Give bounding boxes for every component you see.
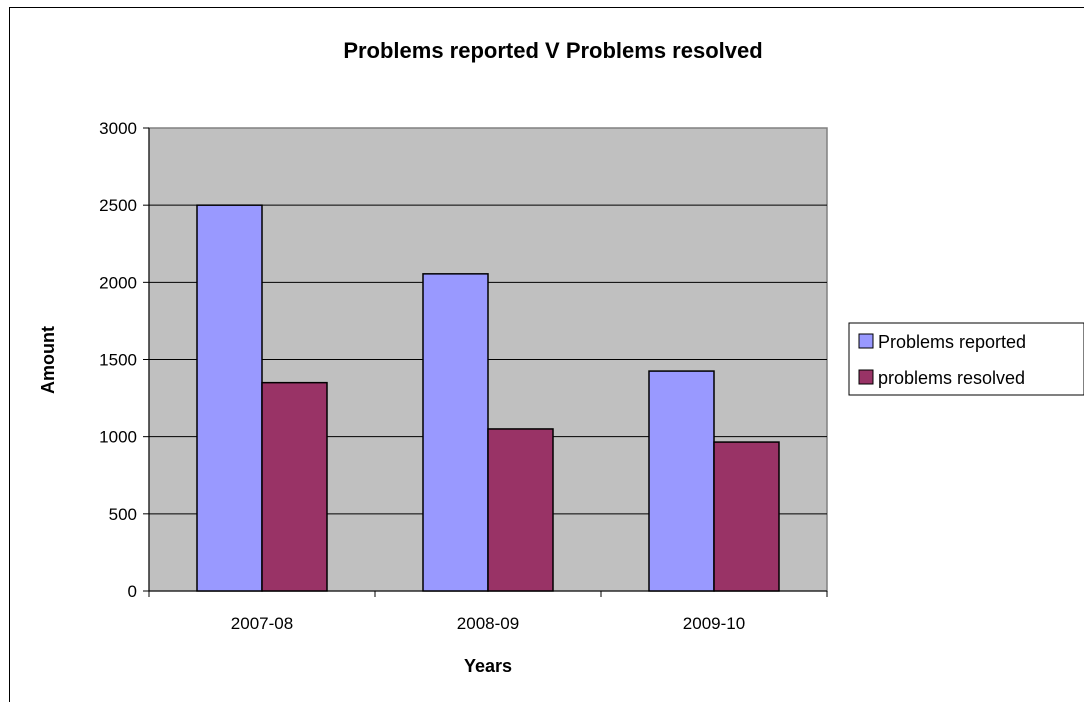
y-tick-label: 3000 — [99, 119, 137, 138]
legend-box — [848, 322, 1084, 396]
legend-label-problems-resolved: problems resolved — [878, 368, 1025, 388]
y-tick-label: 0 — [128, 582, 137, 601]
x-axis: 2007-08 2008-09 2009-10 — [148, 590, 828, 633]
legend-swatch-problems-resolved — [858, 369, 874, 385]
y-tick-label: 2500 — [99, 196, 137, 215]
y-axis: 0 500 1000 1500 2000 2500 3000 — [99, 119, 150, 601]
y-tick-label: 2000 — [99, 273, 137, 292]
bar-problems-resolved-2007-08 — [261, 381, 328, 592]
y-tick-label: 500 — [109, 505, 137, 524]
legend: Problems reported problems resolved — [848, 322, 1084, 396]
legend-label-problems-reported: Problems reported — [878, 332, 1026, 352]
bar-problems-resolved-2009-10 — [713, 441, 780, 592]
bar-problems-reported-2007-08 — [196, 204, 263, 592]
bar-problems-reported-2009-10 — [648, 370, 715, 592]
x-tick-label: 2009-10 — [683, 614, 745, 633]
y-tick-label: 1000 — [99, 428, 137, 447]
legend-swatch-problems-reported — [858, 333, 874, 349]
x-tick-label: 2007-08 — [231, 614, 293, 633]
x-axis-title: Years — [464, 656, 512, 676]
x-tick-label: 2008-09 — [457, 614, 519, 633]
y-axis-title: Amount — [38, 326, 58, 394]
bar-problems-reported-2008-09 — [422, 273, 489, 592]
bar-problems-resolved-2008-09 — [487, 428, 554, 592]
chart-frame — [9, 7, 1084, 702]
chart-title: Problems reported V Problems resolved — [343, 38, 762, 63]
y-tick-label: 1500 — [99, 351, 137, 370]
